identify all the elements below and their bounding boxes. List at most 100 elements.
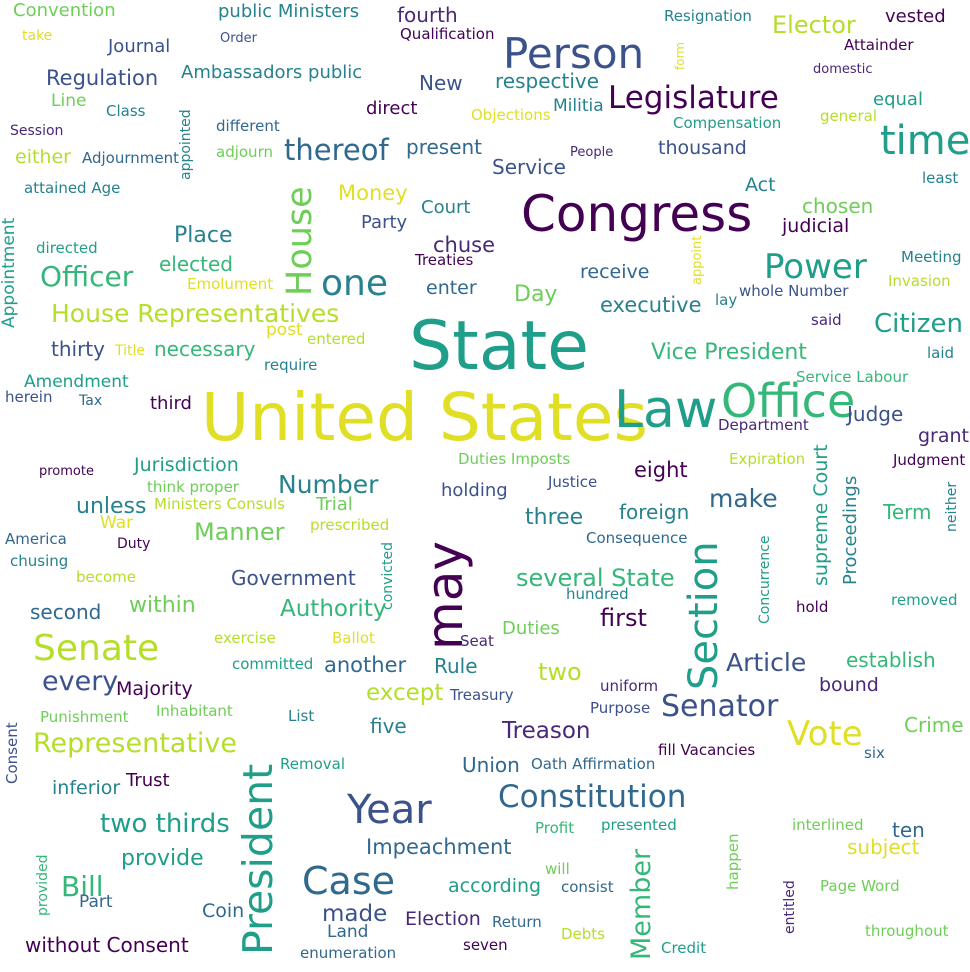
word-one: one — [321, 263, 388, 304]
word-necessary: necessary — [154, 337, 256, 361]
word-house: House — [280, 186, 320, 296]
word-throughout: throughout — [865, 922, 949, 940]
word-become: become — [76, 568, 137, 586]
word-regulation: Regulation — [46, 66, 159, 90]
word-citizen: Citizen — [874, 309, 963, 339]
word-senate: Senate — [33, 628, 160, 669]
word-rule: Rule — [434, 654, 478, 678]
word-court: Court — [421, 197, 471, 218]
word-order: Order — [220, 31, 257, 46]
word-place: Place — [174, 223, 233, 248]
word-hold: hold — [796, 598, 829, 616]
word-two: two — [538, 658, 582, 686]
word-trust: Trust — [126, 770, 170, 791]
word-happen: happen — [724, 833, 742, 890]
word-thousand: thousand — [658, 137, 747, 159]
word-new: New — [419, 71, 463, 95]
word-time: time — [880, 118, 970, 164]
word-return: Return — [492, 913, 542, 931]
word-executive: executive — [600, 293, 702, 317]
word-adjournment: Adjournment — [82, 149, 180, 167]
word-enumeration: enumeration — [300, 944, 397, 962]
word-purpose: Purpose — [590, 699, 651, 717]
word-land: Land — [327, 922, 369, 942]
word-think-proper: think proper — [147, 478, 239, 496]
word-objections: Objections — [471, 106, 551, 124]
word-respective: respective — [495, 69, 600, 93]
word-part: Part — [79, 892, 113, 912]
word-line: Line — [51, 91, 87, 111]
word-without-consent: without Consent — [25, 933, 189, 957]
word-judge: Judge — [847, 402, 904, 426]
word-according: according — [448, 875, 542, 897]
word-equal: equal — [873, 89, 923, 110]
word-two-thirds: two thirds — [100, 809, 230, 839]
word-office: Office — [721, 374, 856, 428]
word-elector: Elector — [772, 11, 856, 39]
word-amendment: Amendment — [24, 372, 129, 392]
word-coin: Coin — [202, 900, 245, 922]
word-within: within — [129, 593, 196, 618]
word-another: another — [324, 653, 407, 677]
word-resignation: Resignation — [664, 7, 752, 25]
word-chuse: chuse — [433, 233, 496, 257]
word-made: made — [322, 901, 388, 927]
word-inhabitant: Inhabitant — [156, 702, 233, 720]
word-government: Government — [231, 566, 356, 590]
word-service: Service — [492, 155, 566, 179]
word-seat: Seat — [460, 632, 494, 650]
word-provided: provided — [35, 854, 51, 916]
word-title: Title — [115, 343, 146, 359]
word-elected: elected — [159, 252, 234, 276]
word-directed: directed — [36, 239, 98, 257]
word-second: second — [30, 600, 102, 624]
word-legislature: Legislature — [608, 80, 779, 116]
word-act: Act — [745, 174, 776, 196]
word-president: President — [234, 763, 282, 955]
word-thirty: thirty — [51, 337, 105, 361]
word-profit: Profit — [535, 819, 575, 837]
word-representative: Representative — [33, 728, 238, 759]
word-treaties: Treaties — [415, 251, 474, 269]
word-ballot: Ballot — [332, 629, 375, 647]
word-establish: establish — [846, 648, 936, 672]
word-ministers-consuls: Ministers Consuls — [154, 495, 285, 513]
word-ten: ten — [892, 818, 925, 842]
word-enter: enter — [426, 277, 477, 299]
word-duties: Duties — [502, 618, 560, 639]
word-justice: Justice — [548, 473, 598, 491]
word-several-state: several State — [516, 564, 675, 592]
word-member: Member — [626, 848, 657, 960]
word-post: post — [266, 320, 303, 340]
word-bill: Bill — [61, 870, 104, 903]
word-direct: direct — [366, 98, 418, 119]
word-three: three — [525, 505, 584, 530]
word-chusing: chusing — [10, 552, 69, 570]
word-constitution: Constitution — [498, 779, 687, 815]
word-vice-president: Vice President — [651, 340, 807, 365]
word-holding: holding — [441, 480, 508, 501]
word-expiration: Expiration — [729, 450, 806, 468]
word-treasury: Treasury — [450, 686, 514, 704]
word-class: Class — [106, 102, 146, 120]
word-attainder: Attainder — [844, 36, 914, 54]
word-uniform: uniform — [600, 677, 659, 695]
word-emolument: Emolument — [187, 275, 274, 293]
word-impeachment: Impeachment — [366, 835, 512, 859]
word-foreign: foreign — [619, 500, 690, 524]
word-exercise: exercise — [214, 629, 276, 647]
word-session: Session — [10, 123, 64, 139]
word-either: either — [15, 146, 71, 168]
word-power: Power — [764, 247, 867, 287]
word-treason: Treason — [502, 718, 591, 744]
word-section: Section — [681, 541, 727, 690]
word-fill-vacancies: fill Vacancies — [658, 741, 756, 759]
word-unless: unless — [76, 494, 147, 519]
word-people: People — [570, 145, 614, 160]
word-senator: Senator — [661, 689, 779, 724]
word-six: six — [864, 744, 885, 762]
word-supreme-court: supreme Court — [810, 444, 832, 586]
word-domestic: domestic — [813, 62, 873, 77]
word-will: will — [545, 860, 570, 878]
